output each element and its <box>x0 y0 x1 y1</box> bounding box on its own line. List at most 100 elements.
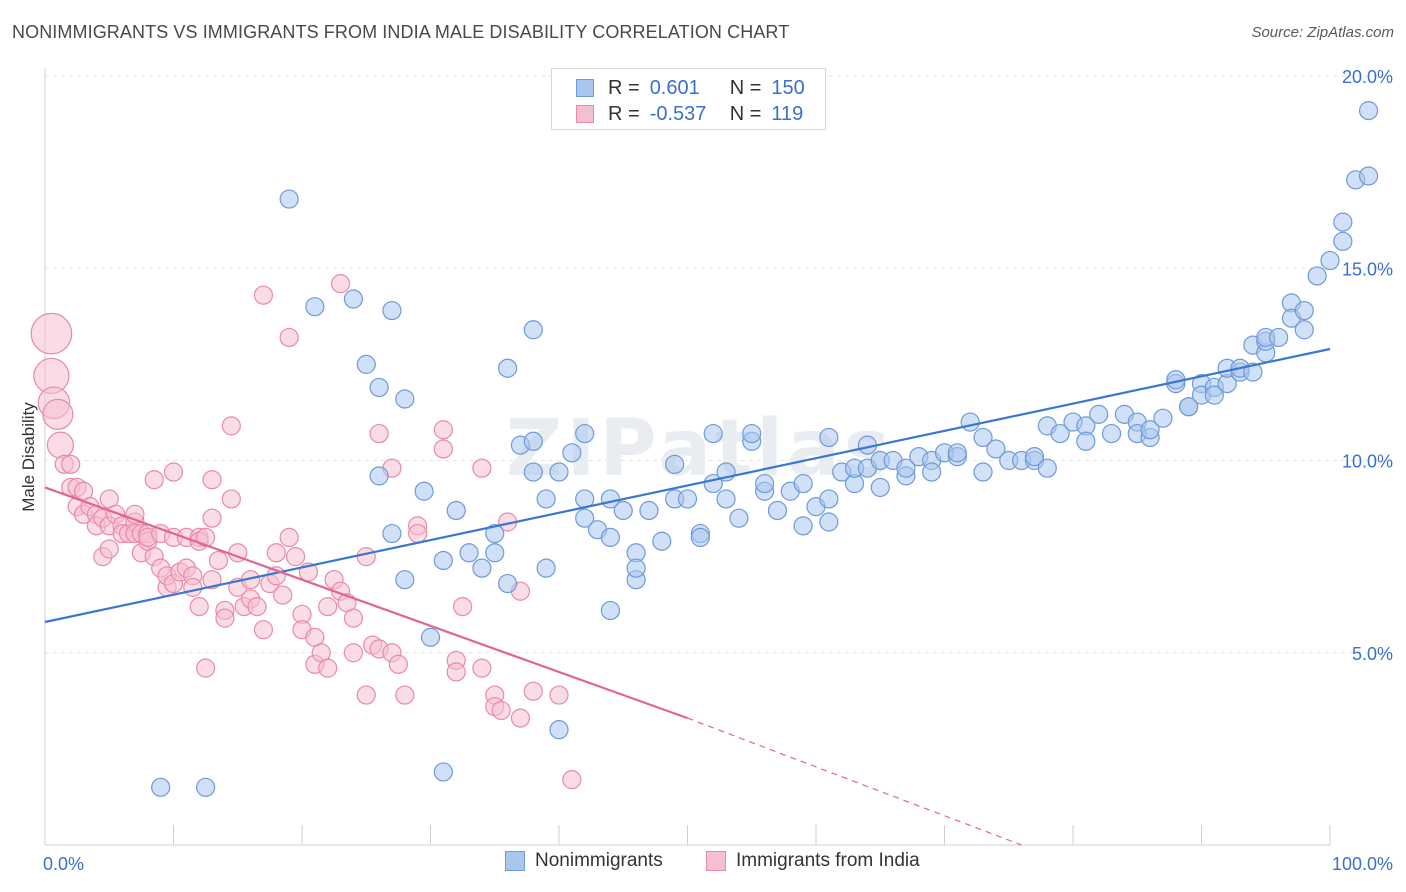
nonimmigrants-point-72 <box>870 477 890 498</box>
nonimmigrants-point-125 <box>1294 300 1314 321</box>
nonimmigrants-point-127 <box>1307 266 1327 286</box>
legend-nonimmigrants[interactable]: Nonimmigrants <box>505 850 663 872</box>
immigrants-point-114 <box>562 770 582 790</box>
nonimmigrants-point-47 <box>677 489 698 509</box>
trend-line-nonimmigrants <box>44 347 1331 624</box>
immigrants-point-4 <box>46 431 75 459</box>
immigrants-point-48 <box>189 597 209 617</box>
nonimmigrants-point-133 <box>1358 101 1379 121</box>
nonimmigrants-point-22 <box>498 573 518 594</box>
nonimmigrants-point-82 <box>947 443 967 463</box>
nonimmigrants-point-83 <box>960 412 980 432</box>
immigrants-point-66 <box>253 285 274 305</box>
y-tick-label: 5.0% <box>1352 644 1393 664</box>
nonimmigrants-point-21 <box>498 358 518 378</box>
nonimmigrants-point-14 <box>433 762 453 782</box>
nonimmigrants-point-104 <box>1153 408 1173 428</box>
nonimmigrants-point-49 <box>690 527 710 548</box>
nonimmigrants-point-126 <box>1294 320 1314 340</box>
immigrants-point-65 <box>253 620 274 640</box>
immigrants-point-3 <box>42 398 74 430</box>
immigrants-point-72 <box>279 527 299 548</box>
nonimmigrants-point-4 <box>343 289 363 309</box>
nonimmigrants-point-39 <box>613 500 633 521</box>
immigrants-point-32 <box>144 470 164 490</box>
nonimmigrants-point-85 <box>973 462 993 482</box>
legend-swatch-immigrants <box>706 851 726 871</box>
nonimmigrants-point-20 <box>485 543 505 563</box>
r-label: R = <box>608 76 640 99</box>
nonimmigrants-point-62 <box>793 516 813 536</box>
nonimmigrants-point-13 <box>420 627 441 647</box>
immigrants-point-103 <box>453 597 473 617</box>
nonimmigrants-point-46 <box>665 454 685 474</box>
nonimmigrants-point-9 <box>369 466 389 486</box>
nonimmigrants-point-18 <box>472 558 492 578</box>
immigrants-point-91 <box>369 423 389 444</box>
immigrants-point-108 <box>491 700 511 721</box>
source-label: Source: ZipAtlas.com <box>1251 24 1394 41</box>
nonimmigrants-point-26 <box>523 462 543 482</box>
immigrants-point-6 <box>61 454 81 474</box>
nonimmigrants-point-37 <box>600 600 621 621</box>
immigrants-point-95 <box>388 654 408 674</box>
immigrants-point-96 <box>395 685 415 705</box>
x-tick-label-max: 100.0% <box>1332 854 1393 874</box>
nonimmigrants-point-130 <box>1333 212 1353 232</box>
chart-title: NONIMMIGRANTS VS IMMIGRANTS FROM INDIA M… <box>12 22 790 42</box>
stats-row-nonimmigrants: R = 0.601 N = 150 <box>576 75 841 101</box>
immigrants-point-110 <box>510 708 531 728</box>
immigrants-point-105 <box>472 658 492 678</box>
immigrants-points <box>30 274 582 790</box>
nonimmigrants-point-15 <box>433 550 453 571</box>
nonimmigrants-point-38 <box>600 527 621 548</box>
legend-immigrants[interactable]: Immigrants from India <box>706 850 920 872</box>
trend-line-immigrants-extrapolated <box>687 717 1022 846</box>
nonimmigrants-point-129 <box>1333 231 1353 251</box>
immigrants-point-99 <box>433 420 453 440</box>
stats-row-immigrants: R = -0.537 N = 119 <box>576 101 841 127</box>
n-value: 119 <box>771 102 804 125</box>
immigrants-point-50 <box>196 527 216 548</box>
nonimmigrants-point-10 <box>382 523 402 544</box>
nonimmigrants-point-19 <box>485 523 505 544</box>
tick-labels: 5.0% 10.0% 15.0% 20.0% 0.0% 100.0% <box>43 67 1393 874</box>
nonimmigrants-point-61 <box>793 473 813 494</box>
immigrants-point-0 <box>30 312 73 355</box>
nonimmigrants-point-76 <box>896 458 916 478</box>
nonimmigrants-point-64 <box>819 512 839 532</box>
immigrants-point-70 <box>273 585 293 605</box>
immigrants-point-52 <box>202 508 222 528</box>
nonimmigrants-point-42 <box>626 558 646 578</box>
immigrants-point-104 <box>472 458 492 478</box>
immigrants-point-51 <box>202 470 222 490</box>
immigrants-point-49 <box>196 658 216 678</box>
n-label: N = <box>729 102 762 125</box>
nonimmigrants-point-12 <box>414 481 434 501</box>
immigrants-point-64 <box>247 597 267 617</box>
swatch-immigrants <box>576 105 594 123</box>
immigrants-point-45 <box>183 577 203 597</box>
immigrants-point-54 <box>208 550 229 571</box>
nonimmigrants-point-5 <box>356 354 376 374</box>
immigrants-point-100 <box>433 439 453 459</box>
immigrants-point-38 <box>163 462 184 482</box>
nonimmigrants-point-44 <box>652 531 672 551</box>
nonimmigrants-point-91 <box>1037 458 1057 478</box>
legend-label: Immigrants from India <box>736 850 920 871</box>
nonimmigrants-point-3 <box>305 297 325 317</box>
nonimmigrants-point-56 <box>742 423 762 444</box>
nonimmigrants-point-96 <box>1076 431 1096 451</box>
nonimmigrants-point-122 <box>1268 327 1289 348</box>
y-tick-label: 10.0% <box>1342 452 1393 472</box>
nonimmigrants-point-84 <box>973 427 993 448</box>
x-tick-label-min: 0.0% <box>43 854 84 874</box>
y-tick-label: 15.0% <box>1342 259 1393 279</box>
nonimmigrants-point-29 <box>549 462 569 482</box>
trend-lines <box>44 347 1331 846</box>
nonimmigrants-point-93 <box>1050 423 1070 444</box>
n-value: 150 <box>771 76 805 99</box>
nonimmigrants-point-53 <box>716 489 736 509</box>
nonimmigrants-point-86 <box>986 439 1006 459</box>
